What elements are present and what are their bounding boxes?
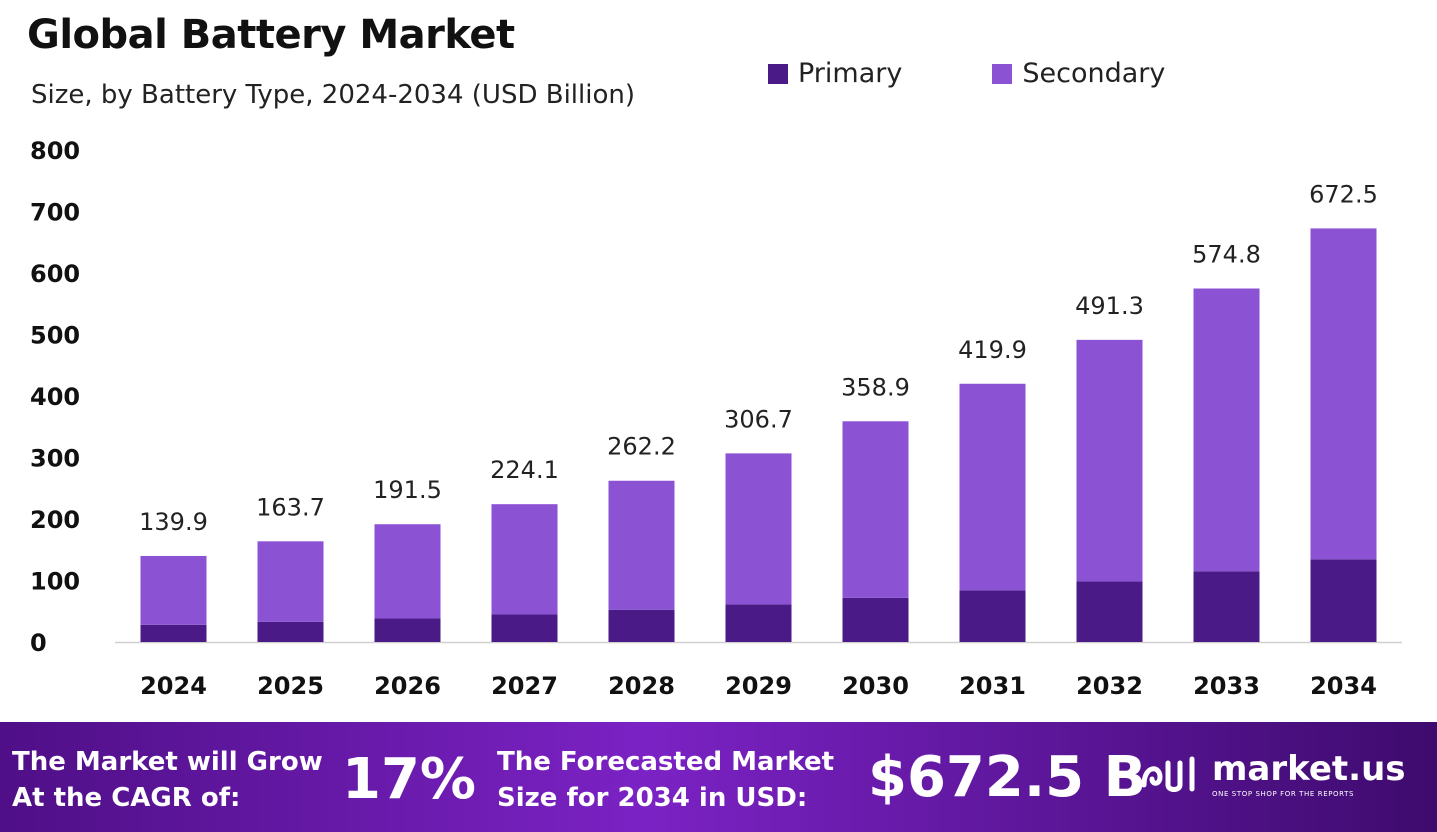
cagr-label-line1: The Market will Grow (12, 747, 323, 777)
bar-primary-2029 (725, 604, 792, 642)
bar-total-label: 491.3 (1075, 292, 1144, 320)
market-us-logo-icon (1141, 756, 1195, 792)
legend-label-secondary: Secondary (1022, 58, 1166, 89)
brand-tagline: ONE STOP SHOP FOR THE REPORTS (1212, 790, 1355, 798)
bar-secondary-2030 (842, 421, 909, 598)
y-tick-label: 0 (30, 629, 47, 657)
bar-secondary-2032 (1076, 339, 1143, 582)
bar-secondary-2025 (257, 541, 324, 622)
legend-item-secondary: Secondary (992, 58, 1165, 89)
x-tick-label: 2024 (140, 672, 207, 700)
bar-total-label: 224.1 (490, 456, 559, 484)
bar-secondary-2029 (725, 453, 792, 605)
bar-primary-2032 (1076, 581, 1143, 642)
bar-total-label: 419.9 (958, 336, 1027, 364)
x-tick-label: 2034 (1310, 672, 1377, 700)
y-tick-label: 100 (30, 568, 80, 596)
x-tick-label: 2033 (1193, 672, 1260, 700)
footer-banner: The Market will Grow At the CAGR of: 17%… (0, 722, 1437, 832)
x-tick-label: 2028 (608, 672, 675, 700)
bar-total-label: 262.2 (607, 433, 676, 461)
bar-chart: 0 100 200 300 400 500 600 700 800 139.9 2024 163.7 2… (30, 137, 1402, 700)
bar-primary-2024 (140, 624, 207, 642)
cagr-value: 17% (342, 747, 477, 812)
forecast-label-line2: Size for 2034 in USD: (497, 783, 808, 813)
forecast-label-line1: The Forecasted Market (497, 747, 835, 777)
bar-total-label: 163.7 (256, 493, 325, 521)
y-tick-label: 300 (30, 445, 80, 473)
chart-title: Global Battery Market (27, 12, 515, 58)
bar-secondary-2026 (374, 524, 441, 619)
brand-logo: market.us ONE STOP SHOP FOR THE REPORTS (1140, 752, 1406, 798)
legend-swatch-primary (768, 63, 788, 84)
y-tick-label: 800 (30, 137, 80, 165)
bar-total-label: 191.5 (373, 476, 442, 504)
bar-primary-2031 (959, 590, 1026, 642)
bar-primary-2027 (491, 614, 558, 642)
bar-total-label: 358.9 (841, 373, 910, 401)
bar-primary-2033 (1193, 571, 1260, 642)
bar-secondary-2031 (959, 383, 1026, 591)
bar-primary-2034 (1310, 559, 1377, 642)
forecast-value: $672.5 B (868, 745, 1147, 810)
bar-secondary-2024 (140, 555, 207, 625)
legend-swatch-secondary (992, 63, 1013, 84)
bar-secondary-2028 (608, 480, 675, 610)
bar-primary-2030 (842, 597, 909, 642)
x-tick-label: 2031 (959, 672, 1026, 700)
x-tick-label: 2025 (257, 672, 324, 700)
bar-secondary-2034 (1310, 228, 1377, 560)
x-tick-label: 2030 (842, 672, 909, 700)
bar-secondary-2033 (1193, 288, 1260, 572)
legend-item-primary: Primary (768, 58, 902, 89)
x-tick-label: 2026 (374, 672, 441, 700)
x-tick-label: 2032 (1076, 672, 1143, 700)
bar-total-label: 574.8 (1192, 240, 1261, 268)
y-tick-label: 400 (30, 383, 80, 411)
x-tick-label: 2027 (491, 672, 558, 700)
forecast-label: The Forecasted Market Size for 2034 in U… (497, 744, 834, 816)
cagr-label: The Market will Grow At the CAGR of: (12, 744, 323, 816)
bar-primary-2025 (257, 621, 324, 642)
bar-primary-2026 (374, 618, 441, 642)
chart-subtitle: Size, by Battery Type, 2024-2034 (USD Bi… (31, 80, 636, 110)
brand-name: market.us (1212, 749, 1406, 789)
y-tick-label: 500 (30, 322, 80, 350)
bar-primary-2028 (608, 609, 675, 642)
cagr-label-line2: At the CAGR of: (12, 783, 241, 813)
bar-secondary-2027 (491, 504, 558, 615)
y-tick-label: 200 (30, 506, 80, 534)
bar-total-label: 139.9 (139, 508, 208, 536)
legend: Primary Secondary (768, 58, 1165, 89)
y-tick-label: 700 (30, 199, 80, 227)
brand-text: market.us ONE STOP SHOP FOR THE REPORTS (1212, 752, 1406, 798)
bar-total-label: 672.5 (1309, 180, 1378, 208)
y-tick-label: 600 (30, 260, 80, 288)
bar-total-label: 306.7 (724, 405, 793, 433)
legend-label-primary: Primary (798, 58, 903, 89)
x-tick-label: 2029 (725, 672, 792, 700)
